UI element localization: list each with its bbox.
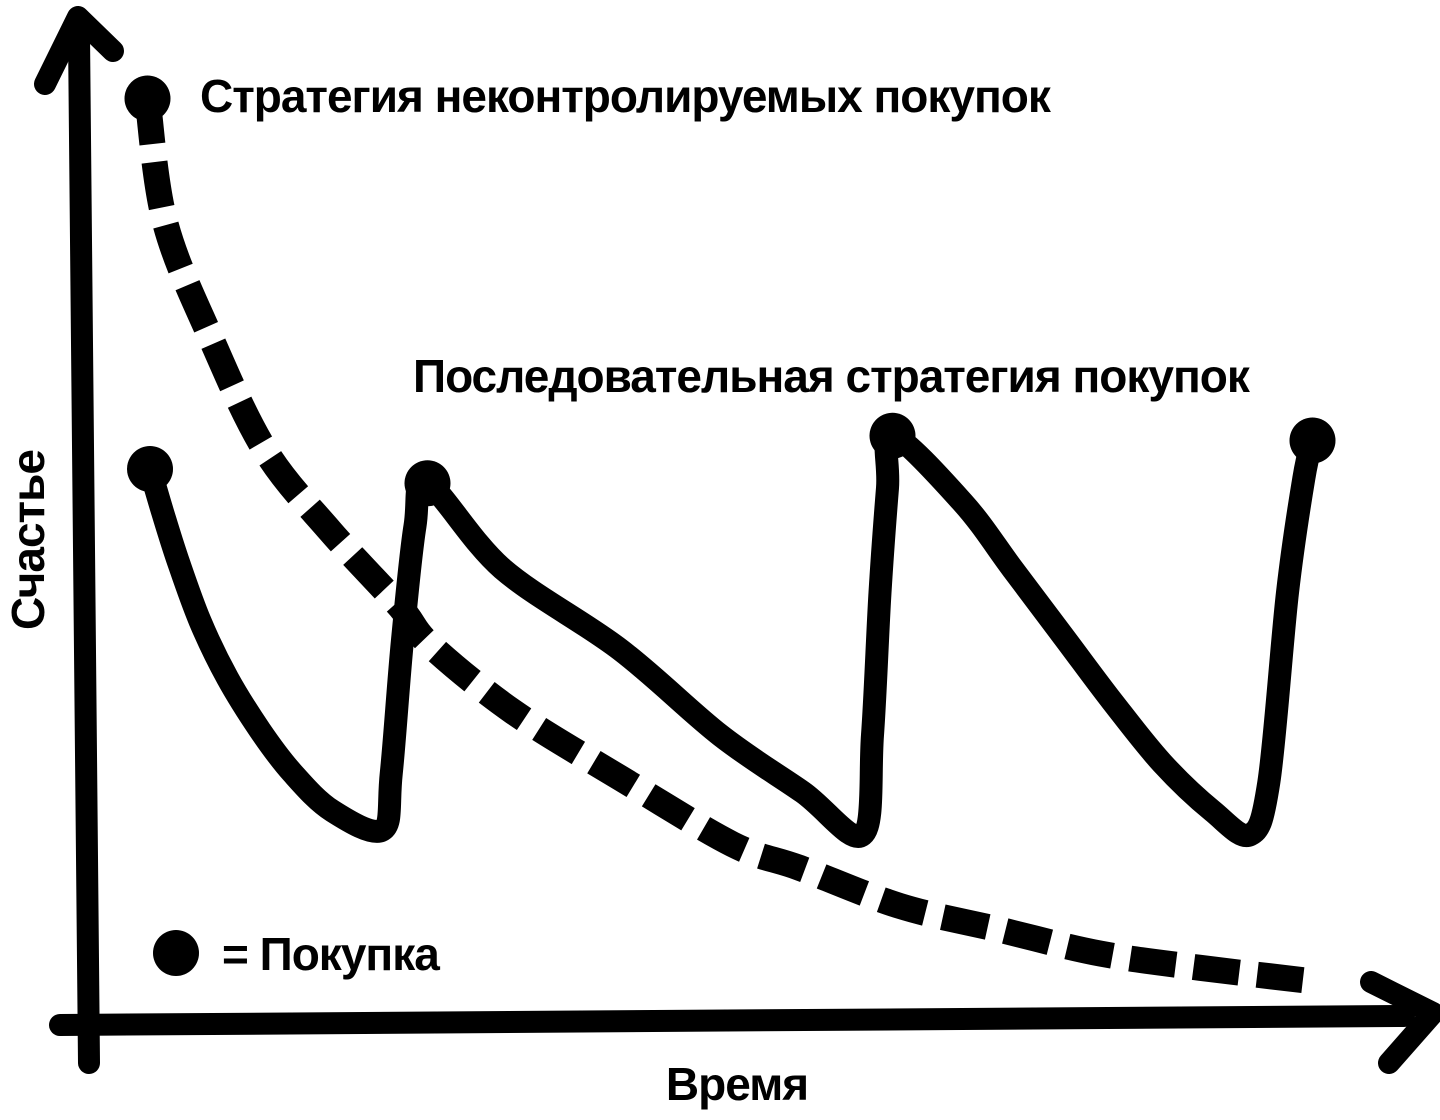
purchase-marker	[404, 460, 451, 507]
y-axis-label: Счастье	[2, 450, 54, 630]
y-axis	[68, 24, 100, 1074]
legend: = Покупка	[153, 928, 441, 980]
legend-purchase-dot-icon	[153, 930, 199, 976]
purchase-marker	[869, 412, 916, 459]
purchase-marker	[124, 75, 171, 122]
purchase-markers	[124, 75, 1336, 507]
legend-purchase-label: = Покупка	[222, 928, 440, 980]
x-axis-arrow-icon	[1360, 971, 1440, 1074]
y-axis-arrow-icon	[34, 6, 124, 95]
uncontrolled-strategy-label: Стратегия неконтролируемых покупок	[200, 70, 1052, 122]
axes	[34, 6, 1440, 1074]
purchase-marker	[127, 446, 173, 492]
purchase-marker	[1289, 417, 1336, 464]
sequential-strategy-label: Последовательная стратегия покупок	[413, 350, 1251, 402]
uncontrolled-curve	[134, 96, 1321, 995]
x-axis-label: Время	[666, 1058, 808, 1110]
x-axis	[49, 1005, 1415, 1036]
sequential-curve	[138, 424, 1324, 848]
